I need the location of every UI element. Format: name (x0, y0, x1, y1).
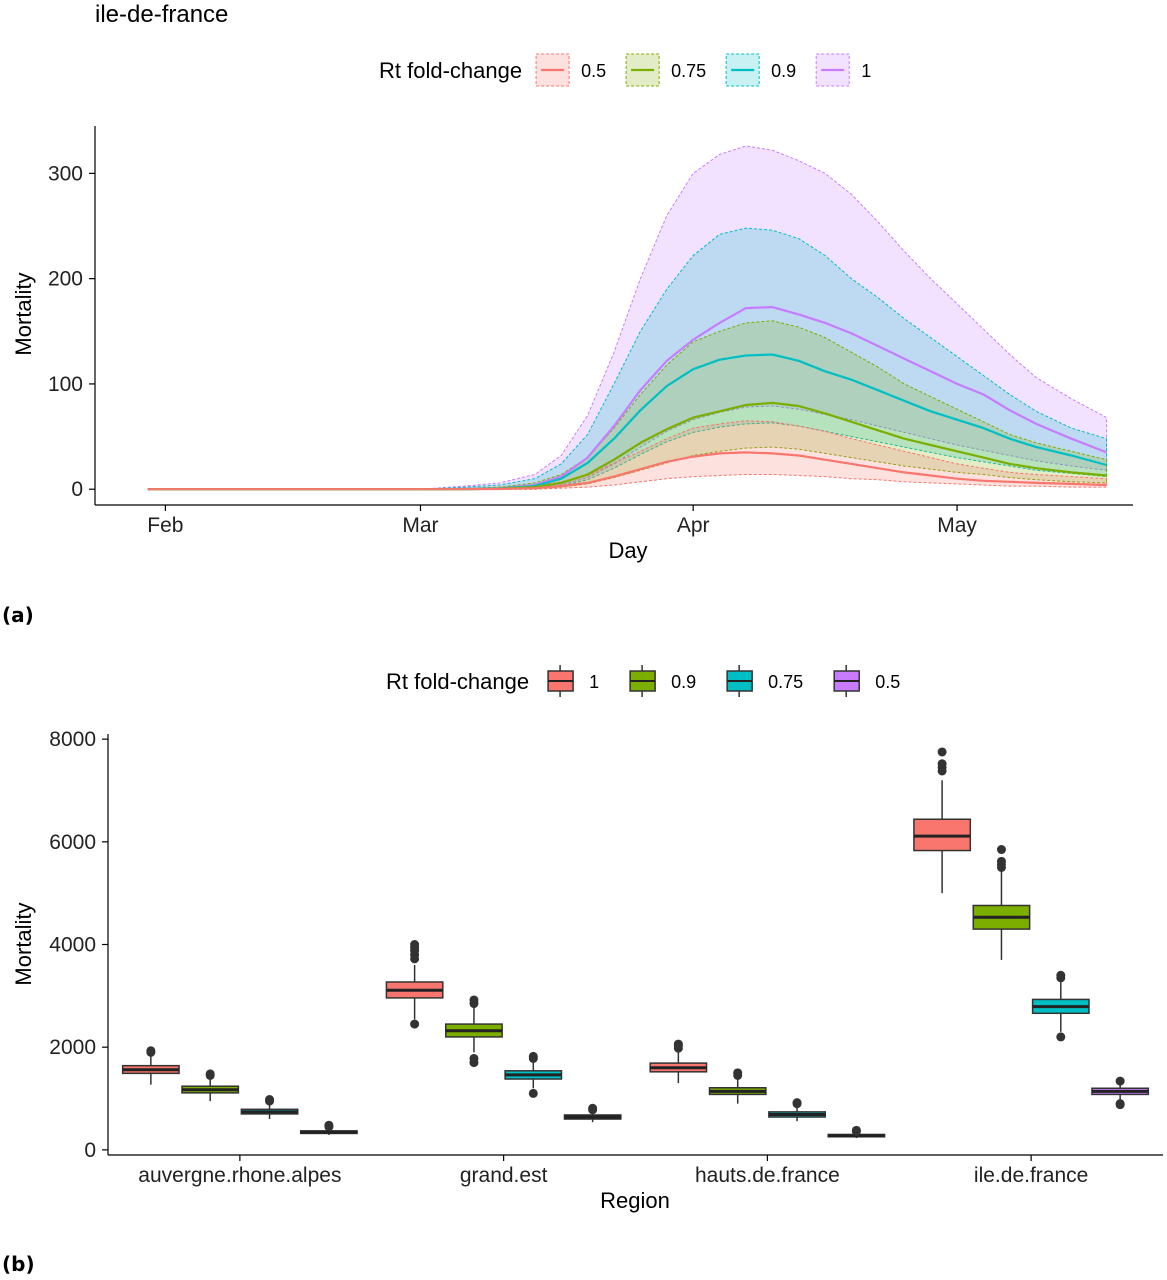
chart-b-box-0.75-auvergne.rhone.alpes (240, 1095, 299, 1120)
box-outlier (528, 1051, 538, 1061)
box-outlier (205, 1069, 215, 1079)
chart-b-box-0.5-auvergne.rhone.alpes (299, 1120, 358, 1135)
chart-b-x-tick-label: auvergne.rhone.alpes (138, 1164, 341, 1187)
chart-b-axes (107, 734, 1163, 1156)
chart-a-line-0.5 (147, 451, 1107, 491)
chart-b-x-tick-label: grand.est (460, 1164, 548, 1187)
chart-b-box-0.9-ile.de.france (972, 845, 1031, 960)
chart-b-box-0.5-ile.de.france (1091, 1076, 1150, 1110)
panel-b-box-plot: Rt fold-change 1 0.9 0.75 0.5 0 2000 4000 6000… (11, 665, 1163, 1213)
chart-b-legend-label-1: 1 (589, 672, 599, 692)
chart-b-boxes (121, 747, 1150, 1139)
chart-b-box-0.5-hauts.de.france (827, 1125, 886, 1139)
chart-a-y-ticks: 0 100 200 300 (48, 162, 95, 501)
chart-b-box-1-auvergne.rhone.alpes (121, 1046, 180, 1085)
chart-b-box-0.75-hauts.de.france (768, 1098, 826, 1122)
box-outlier (146, 1046, 156, 1056)
chart-a-legend-label-0.5: 0.5 (581, 61, 606, 81)
box-outlier (1056, 970, 1066, 980)
chart-a-legend-label-0.75: 0.75 (671, 61, 706, 81)
box-outlier (1115, 1099, 1125, 1109)
chart-a-lines (147, 306, 1107, 491)
box-outlier (469, 995, 479, 1005)
box-outlier (937, 759, 947, 769)
chart-a-ribbon-1 (147, 145, 1108, 490)
box-outlier (996, 845, 1006, 855)
chart-b-box-1-grand.est (385, 940, 444, 1029)
chart-a-y-tick-label: 100 (48, 373, 83, 396)
chart-a-ribbon-0.5 (147, 420, 1108, 490)
box-outlier (324, 1120, 334, 1130)
box-outlier (937, 747, 947, 757)
chart-a-x-axis-label: Day (608, 538, 647, 563)
chart-a-y-tick-label: 200 (48, 268, 83, 291)
box-outlier (528, 1088, 538, 1098)
chart-b-y-tick-label: 0 (84, 1139, 96, 1162)
chart-b-x-tick-label: ile.de.france (974, 1164, 1088, 1187)
box-outlier (588, 1103, 598, 1113)
chart-a-legend-title: Rt fold-change (379, 58, 522, 83)
chart-b-box-0.9-hauts.de.france (708, 1068, 767, 1104)
box-outlier (469, 1053, 479, 1063)
chart-a-axes (94, 126, 1133, 506)
panel-a-line-chart: ile-de-france Rt fold-change 0.5 0.75 0.9 1… (11, 1, 1133, 563)
chart-b-legend-label-0.9: 0.9 (671, 672, 696, 692)
chart-a-x-tick-label: Feb (147, 514, 183, 537)
chart-a-legend: Rt fold-change 0.5 0.75 0.9 1 (379, 53, 871, 87)
panel-label-b: (b) (2, 1252, 35, 1276)
chart-b-box-0.75-grand.est (504, 1051, 563, 1098)
panel-label-a: (a) (2, 603, 34, 627)
chart-a-ribbon-0.9 (147, 227, 1108, 490)
chart-a-x-tick-label: Apr (677, 514, 710, 537)
chart-b-legend-label-0.5: 0.5 (875, 672, 900, 692)
chart-b-legend: Rt fold-change 1 0.9 0.75 0.5 (386, 665, 900, 697)
box-outlier (673, 1039, 683, 1049)
chart-b-x-tick-label: hauts.de.france (695, 1164, 840, 1187)
chart-b-box-1-hauts.de.france (649, 1039, 708, 1084)
chart-a-y-tick-label: 0 (71, 478, 83, 501)
chart-b-box-0.75-ile.de.france (1031, 970, 1090, 1042)
chart-b-box-1-ile.de.france (913, 747, 972, 894)
box-outlier (1056, 1032, 1066, 1042)
box-outlier (733, 1068, 743, 1078)
box-outlier (1115, 1076, 1125, 1086)
chart-b-y-tick-label: 4000 (49, 934, 96, 957)
box-outlier (996, 856, 1006, 866)
chart-a-legend-label-0.9: 0.9 (771, 61, 796, 81)
chart-b-y-tick-label: 8000 (49, 728, 96, 751)
chart-a-y-tick-label: 300 (48, 162, 83, 185)
box-outlier (410, 940, 420, 949)
chart-b-y-tick-label: 6000 (49, 831, 96, 854)
box-outlier (792, 1098, 802, 1108)
chart-b-box-0.9-grand.est (445, 995, 503, 1068)
chart-b-legend-title: Rt fold-change (386, 669, 529, 694)
chart-b-box-0.5-grand.est (563, 1103, 622, 1123)
chart-b-y-axis-label: Mortality (11, 902, 36, 985)
chart-b-x-ticks: auvergne.rhone.alpes grand.est hauts.de.fr… (138, 1155, 1088, 1187)
box-outlier (851, 1125, 861, 1135)
chart-a-legend-label-1: 1 (861, 61, 871, 81)
chart-a-x-tick-label: May (937, 514, 977, 537)
box-outlier (265, 1095, 275, 1105)
chart-a-x-ticks: Feb Mar Apr May (147, 505, 977, 537)
chart-b-box-0.9-auvergne.rhone.alpes (181, 1069, 240, 1102)
chart-b-x-axis-label: Region (600, 1188, 670, 1213)
chart-a-y-axis-label: Mortality (11, 272, 36, 355)
chart-a-title: ile-de-france (95, 1, 228, 28)
chart-b-y-ticks: 0 2000 4000 6000 8000 (49, 728, 108, 1162)
box-outlier (410, 1019, 420, 1029)
chart-b-legend-label-0.75: 0.75 (768, 672, 803, 692)
chart-a-x-tick-label: Mar (402, 514, 438, 537)
chart-a-bands (147, 145, 1108, 490)
chart-b-y-tick-label: 2000 (49, 1036, 96, 1059)
